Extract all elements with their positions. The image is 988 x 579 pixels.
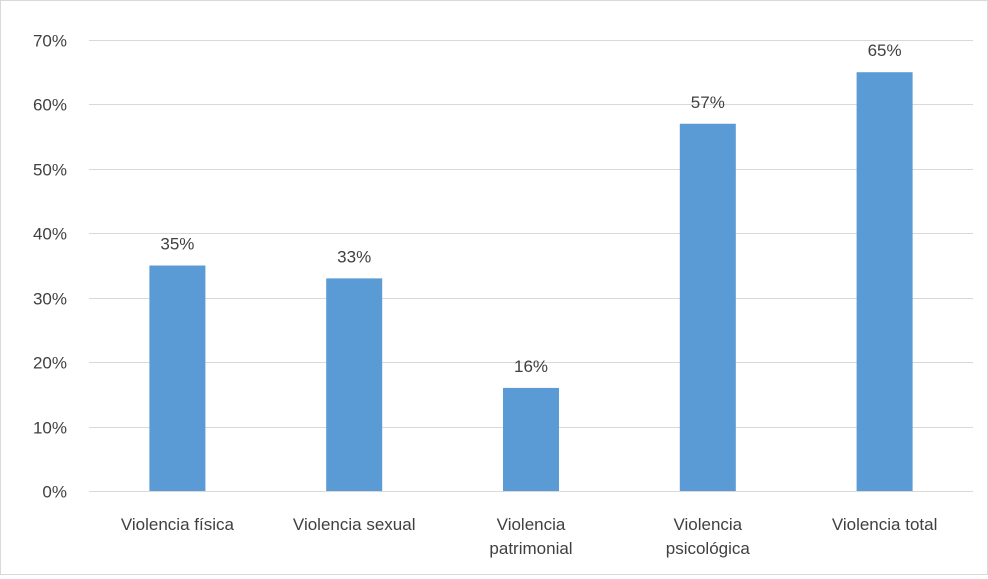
data-label: 16% — [514, 357, 548, 376]
y-tick-label: 0% — [42, 483, 67, 502]
y-tick-label: 70% — [33, 32, 67, 51]
x-tick-label: Violencia sexual — [293, 515, 416, 534]
data-label: 65% — [868, 41, 902, 60]
x-tick-label: Violencia psicológica — [666, 515, 751, 558]
x-tick-label-line: Violencia — [673, 515, 742, 534]
y-tick-label: 20% — [33, 354, 67, 373]
data-label: 57% — [691, 93, 725, 112]
x-axis-tick-labels: Violencia física Violencia sexual Violenci… — [121, 515, 938, 558]
data-label: 35% — [160, 235, 194, 254]
x-tick-label: Violencia patrimonial — [489, 515, 572, 558]
x-tick-label-line: patrimonial — [489, 539, 572, 558]
x-tick-label: Violencia total — [832, 515, 938, 534]
x-tick-label-line: psicológica — [666, 539, 751, 558]
y-tick-label: 50% — [33, 161, 67, 180]
y-tick-label: 10% — [33, 419, 67, 438]
x-tick-label-line: Violencia total — [832, 515, 938, 534]
data-labels: 35% 33% 16% 57% 65% — [160, 41, 901, 376]
x-tick-label-line: Violencia sexual — [293, 515, 416, 534]
bar — [149, 265, 206, 491]
x-tick-label: Violencia física — [121, 515, 235, 534]
bar — [856, 72, 913, 491]
y-tick-label: 60% — [33, 96, 67, 115]
x-tick-label-line: Violencia física — [121, 515, 235, 534]
data-label: 33% — [337, 247, 371, 266]
bar — [503, 387, 559, 491]
y-axis-tick-labels: 0% 10% 20% 30% 40% 50% 60% 70% — [33, 32, 67, 502]
bar — [326, 278, 383, 491]
y-tick-label: 40% — [33, 225, 67, 244]
bar — [679, 123, 736, 491]
y-tick-label: 30% — [33, 290, 67, 309]
x-tick-label-line: Violencia — [497, 515, 566, 534]
bars — [149, 72, 913, 491]
gridlines — [89, 40, 973, 492]
